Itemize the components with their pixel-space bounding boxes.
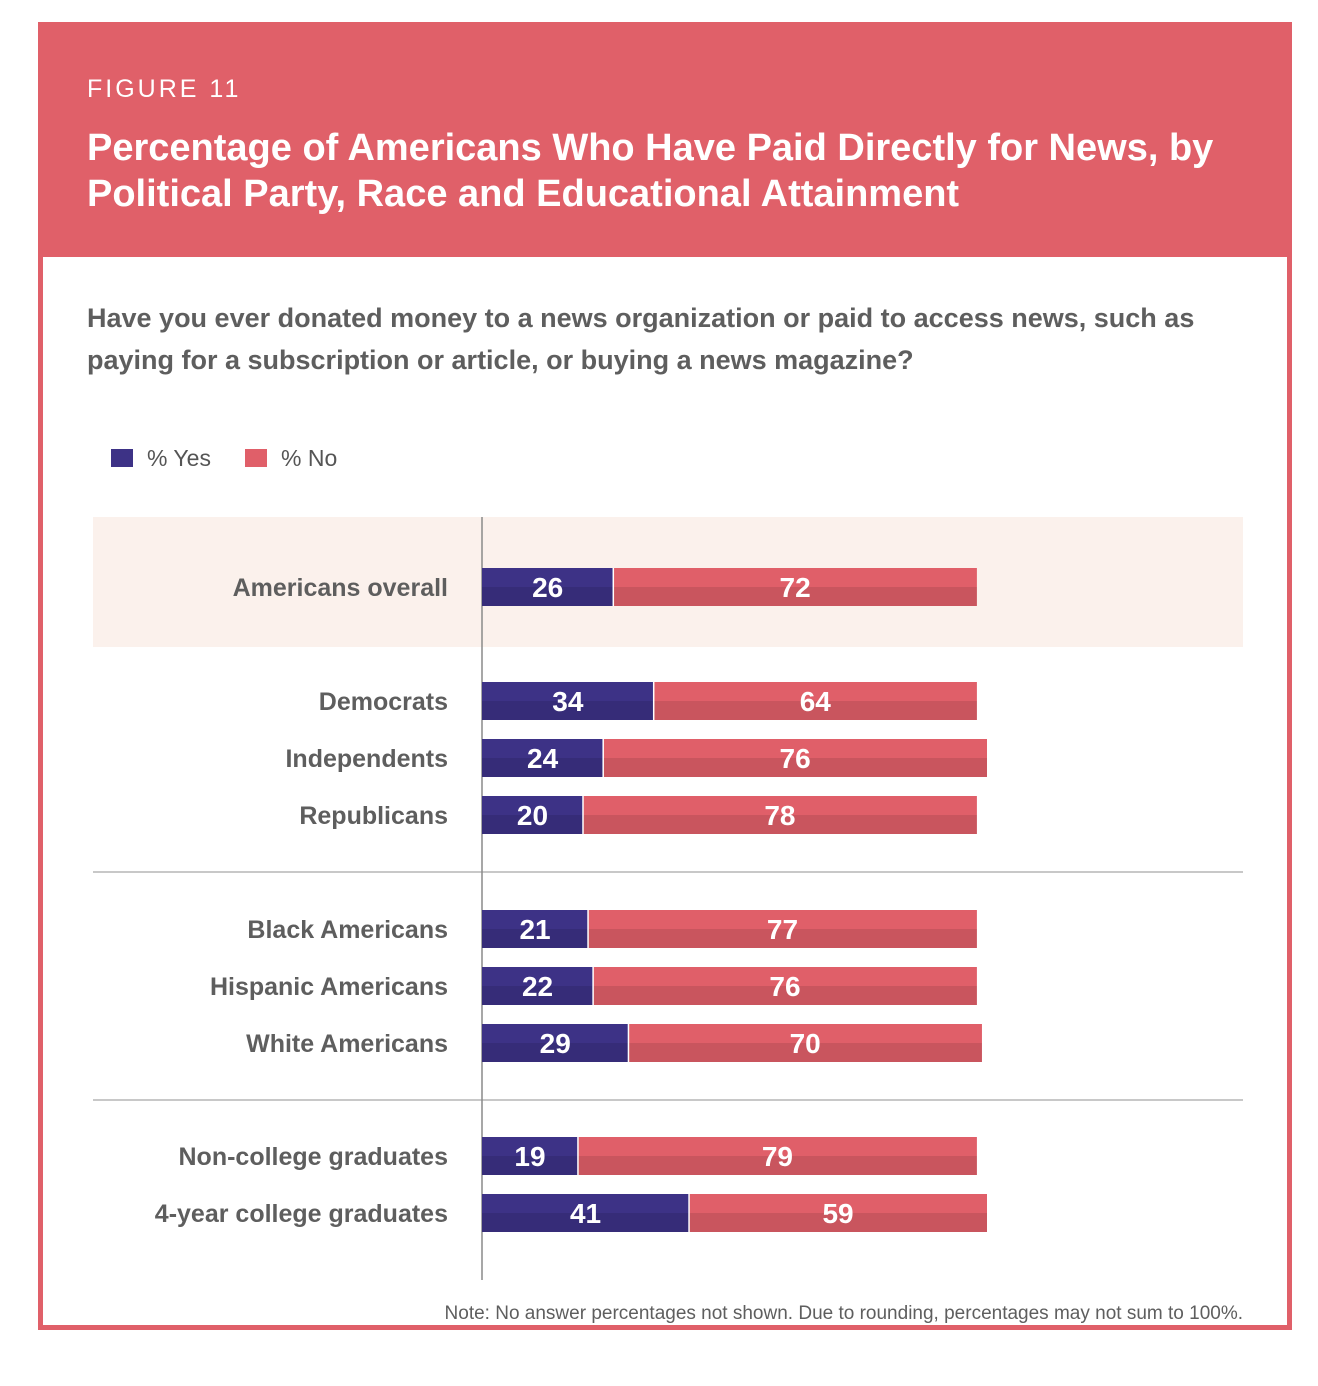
bar-yes-shade-hispanic-americans (482, 986, 594, 1005)
bar-no-white-americans (628, 1024, 982, 1062)
category-label-hispanic-americans: Hispanic Americans (210, 973, 448, 1001)
bar-yes-shade-democrats (482, 701, 654, 720)
bar-no-independents (603, 739, 987, 777)
bar-no-shade-independents (603, 758, 987, 777)
bar-yes-non-college-graduates (482, 1137, 578, 1175)
figure-label: FIGURE 11 (87, 75, 242, 103)
legend-label-yes: % Yes (147, 445, 211, 471)
bar-no-shade-non-college-graduates (577, 1156, 977, 1175)
bar-yes-shade-black-americans (482, 929, 589, 948)
data-label-no-non-college-graduates: 79 (762, 1141, 793, 1172)
data-label-no-black-americans: 77 (767, 914, 798, 945)
data-label-no-white-americans: 70 (790, 1028, 821, 1059)
bar-no-republicans (583, 796, 977, 834)
bar-yes-black-americans (482, 910, 589, 948)
bar-yes-shade-americans-overall (482, 587, 614, 606)
figure-frame: FIGURE 11 Percentage of Americans Who Ha… (38, 22, 1292, 1330)
category-label-americans-overall: Americans overall (233, 574, 448, 602)
figure-title: Percentage of Americans Who Have Paid Di… (87, 127, 1214, 215)
bar-no-shade-black-americans (588, 929, 977, 948)
legend-swatch-no (245, 449, 267, 467)
data-label-yes-white-americans: 29 (540, 1028, 571, 1059)
data-label-yes-independents: 24 (527, 743, 559, 774)
data-label-no-hispanic-americans: 76 (769, 971, 800, 1002)
category-label-independents: Independents (285, 745, 448, 773)
bar-yes-independents (482, 739, 604, 777)
bar-yes-shade-independents (482, 758, 604, 777)
legend-label-no: % No (281, 445, 338, 471)
data-label-no-4-year-college-graduates: 59 (822, 1198, 853, 1229)
data-label-no-democrats: 64 (800, 686, 832, 717)
bar-no-americans-overall (613, 568, 977, 606)
bar-no-4-year-college-graduates (689, 1194, 987, 1232)
data-label-no-americans-overall: 72 (780, 572, 811, 603)
legend-swatch-yes (111, 449, 133, 467)
bar-no-shade-americans-overall (613, 587, 977, 606)
category-label-4-year-college-graduates: 4-year college graduates (155, 1200, 448, 1228)
category-label-non-college-graduates: Non-college graduates (179, 1143, 449, 1171)
bar-yes-shade-republicans (482, 815, 583, 834)
data-label-yes-democrats: 34 (552, 686, 584, 717)
category-label-white-americans: White Americans (246, 1030, 448, 1058)
bar-yes-americans-overall (482, 568, 614, 606)
data-label-yes-non-college-graduates: 19 (514, 1141, 545, 1172)
category-label-republicans: Republicans (299, 802, 448, 830)
bar-yes-white-americans (482, 1024, 629, 1062)
bar-yes-4-year-college-graduates (482, 1194, 690, 1232)
bar-no-shade-republicans (583, 815, 977, 834)
category-label-democrats: Democrats (319, 688, 448, 716)
data-label-yes-hispanic-americans: 22 (522, 971, 553, 1002)
data-label-yes-4-year-college-graduates: 41 (570, 1198, 601, 1229)
survey-question: Have you ever donated money to a news or… (87, 303, 1195, 375)
bar-no-shade-white-americans (628, 1043, 982, 1062)
bar-no-non-college-graduates (577, 1137, 977, 1175)
bar-no-shade-hispanic-americans (593, 986, 977, 1005)
bar-yes-democrats (482, 682, 654, 720)
bar-no-shade-democrats (653, 701, 977, 720)
figure-header: FIGURE 11 Percentage of Americans Who Ha… (43, 27, 1287, 257)
data-label-yes-black-americans: 21 (519, 914, 550, 945)
bar-no-democrats (653, 682, 977, 720)
bar-yes-republicans (482, 796, 583, 834)
bar-yes-shade-white-americans (482, 1043, 629, 1062)
bar-no-hispanic-americans (593, 967, 977, 1005)
data-label-no-republicans: 78 (764, 800, 795, 831)
bar-yes-shade-non-college-graduates (482, 1156, 578, 1175)
bar-no-black-americans (588, 910, 977, 948)
bar-no-shade-4-year-college-graduates (689, 1213, 987, 1232)
chart-note: Note: No answer percentages not shown. D… (444, 1303, 1243, 1324)
data-label-yes-republicans: 20 (517, 800, 548, 831)
data-label-no-independents: 76 (780, 743, 811, 774)
bar-yes-hispanic-americans (482, 967, 594, 1005)
category-label-black-americans: Black Americans (247, 916, 448, 944)
data-label-yes-americans-overall: 26 (532, 572, 563, 603)
bar-yes-shade-4-year-college-graduates (482, 1213, 690, 1232)
